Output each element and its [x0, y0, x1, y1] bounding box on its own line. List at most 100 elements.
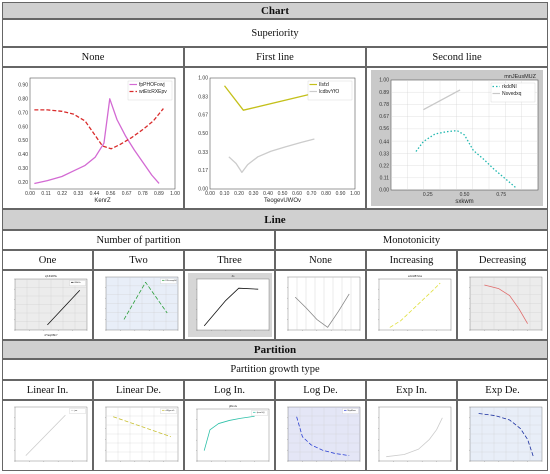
plot-area [378, 278, 452, 331]
series-line [484, 284, 528, 324]
partition-linear-in-chart: jwr [6, 403, 90, 468]
superiority-second-line-chart: mnJEusMUZ 0.25 0.50 0.75 0.00 0.11 0.22 0.33 0.4… [371, 70, 543, 206]
x-tick-label: 0.89 [154, 191, 164, 197]
y-tick-label: 0.90 [18, 83, 28, 89]
legend-box [69, 280, 86, 286]
chart-cell [366, 400, 457, 471]
chart-cell [2, 67, 184, 209]
y-tick-label: 0.20 [18, 180, 28, 186]
chart-cell [275, 270, 366, 340]
x-tick-label: 0.80 [321, 191, 331, 197]
chart-cell [184, 67, 366, 209]
x-tick-label: 0.33 [73, 191, 83, 197]
line-three-chart: Zo [188, 273, 272, 337]
series-line [203, 287, 259, 327]
x-tick-label: 0.70 [307, 191, 317, 197]
column-label-linear-in: Linear In. [2, 380, 93, 400]
legend-box [342, 408, 359, 414]
y-tick-label: 0.00 [198, 187, 208, 193]
chart-cell [93, 270, 184, 340]
legend-label: fMhLb [75, 282, 82, 284]
y-tick-label: 0.89 [379, 90, 389, 96]
partition-exp-in-chart [370, 403, 454, 468]
line-decreasing-chart [461, 273, 545, 337]
x-tick-label: 0.00 [25, 191, 35, 197]
series-line [423, 89, 461, 111]
column-label-exp-in: Exp In. [366, 380, 457, 400]
y-tick-label: 0.33 [379, 151, 389, 157]
series-line [228, 138, 315, 173]
x-tick-label: 0.40 [263, 191, 273, 197]
partition-linear-de-chart: cRfjpcsG [97, 403, 181, 468]
column-label-increasing: Increasing [366, 250, 457, 270]
partition-log-de-chart: NtpiRow [279, 403, 363, 468]
section-title-chart: Chart [2, 2, 548, 19]
plot-area [378, 406, 452, 462]
plot-area [196, 278, 270, 331]
y-tick-label: 0.40 [18, 152, 28, 158]
column-label-log-in: Log In. [184, 380, 275, 400]
chart-cell [457, 270, 548, 340]
legend-label: Nsvedxq [502, 91, 522, 97]
column-label-three: Three [184, 250, 275, 270]
x-tick-label: 1.00 [170, 191, 180, 197]
legend-label: NtpiRow [348, 409, 357, 412]
x-tick-label: 0.44 [90, 191, 100, 197]
chart-cell [184, 400, 275, 471]
legend-label: fpPHOFowj [139, 82, 165, 88]
x-tick-label: 0.67 [122, 191, 132, 197]
line-two-svg: KFcrwajsM [97, 273, 181, 337]
y-tick-label: 0.50 [198, 131, 208, 137]
column-label-log-de: Log De. [275, 380, 366, 400]
partition-log-de-svg: NtpiRow [279, 403, 363, 468]
partition-log-in-svg: gRsnJe JpxeGQ [188, 403, 272, 468]
x-tick-label: 0.56 [106, 191, 116, 197]
chart-cell [184, 270, 275, 340]
column-label-second-line: Second line [366, 47, 548, 67]
section-title-line: Line [2, 209, 548, 230]
series-line [47, 289, 81, 326]
chart-cell [93, 400, 184, 471]
chart-title: uaVtIdBTxGs [408, 275, 423, 278]
chart-cell [2, 400, 93, 471]
series-line [34, 108, 164, 150]
chart-cell [275, 400, 366, 471]
x-tick-label: 0.11 [41, 191, 51, 197]
x-tick-label: 0.60 [292, 191, 302, 197]
legend-label: JpxeGQ [257, 412, 265, 414]
x-tick-label: 0.90 [336, 191, 346, 197]
line-increasing-svg: uaVtIdBTxGs [370, 273, 454, 337]
x-tick-label: 0.22 [57, 191, 67, 197]
column-label-two: Two [93, 250, 184, 270]
legend-box [307, 80, 353, 101]
partition-linear-de-svg: cRfjpcsG [97, 403, 181, 468]
partition-exp-de-svg [461, 403, 545, 468]
column-label-exp-de: Exp De. [457, 380, 548, 400]
line-one-chart: sjKJhdRHe nfYasjOBnY fMhLb [6, 273, 90, 337]
legend-box [160, 408, 177, 414]
section-subtitle-superiority: Superiority [2, 19, 548, 47]
y-tick-label: 0.00 [379, 188, 389, 194]
legend-label: cRfjpcsG [166, 410, 175, 412]
legend-box [490, 82, 536, 103]
legend-label: wtEtcRXEpv [139, 89, 167, 95]
series-line [386, 417, 443, 458]
chart-cell [2, 270, 93, 340]
chart-title: gRsnJe [229, 405, 238, 408]
legend-box [160, 278, 177, 284]
superiority-none-svg: 0.00 0.11 0.22 0.33 0.44 0.56 0.67 0.78 0.89 1.00… [10, 72, 180, 205]
superiority-second-line-svg: mnJEusMUZ 0.25 0.50 0.75 0.00 0.11 0.22 0.33 0.4… [371, 70, 543, 206]
series-line [203, 415, 255, 451]
partition-linear-in-svg: jwr [6, 403, 90, 468]
x-tick-label: 0.78 [138, 191, 148, 197]
legend-label: lcdbvYfO [319, 89, 339, 95]
chart-title: mnJEusMUZ [504, 74, 536, 80]
x-tick-label: 0.50 [460, 192, 470, 198]
y-tick-label: 0.22 [379, 164, 389, 170]
y-tick-label: 0.67 [198, 112, 208, 118]
plot-area [14, 406, 88, 462]
x-tick-label: 0.75 [496, 192, 506, 198]
x-tick-label: 0.50 [278, 191, 288, 197]
group-label-number-of-partition: Number of partition [2, 230, 275, 250]
